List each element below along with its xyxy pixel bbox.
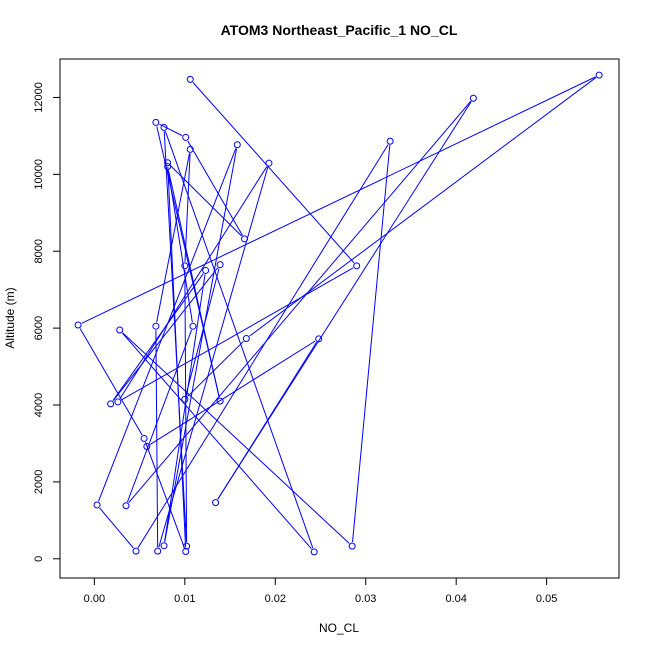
data-point bbox=[348, 542, 356, 550]
data-point bbox=[216, 261, 224, 269]
data-point bbox=[233, 141, 241, 149]
data-point bbox=[386, 137, 394, 145]
series-segment bbox=[167, 166, 187, 548]
data-point bbox=[164, 159, 172, 167]
y-tick-label: 0 bbox=[33, 556, 45, 562]
x-tick-label: 0.03 bbox=[355, 593, 376, 605]
series-segment bbox=[137, 144, 389, 548]
data-point bbox=[186, 75, 194, 83]
x-tick-label: 0.05 bbox=[536, 593, 557, 605]
data-point bbox=[114, 398, 122, 406]
y-tick-label: 2000 bbox=[33, 470, 45, 494]
data-point bbox=[143, 443, 151, 451]
series-segment bbox=[126, 329, 193, 503]
x-tick-label: 0.04 bbox=[445, 593, 466, 605]
data-point bbox=[122, 502, 130, 510]
series-segment bbox=[156, 153, 190, 323]
y-axis-label: Altitude (m) bbox=[3, 287, 17, 348]
series-segment bbox=[164, 274, 206, 542]
data-point bbox=[353, 262, 361, 270]
series-segment bbox=[168, 170, 220, 398]
data-point bbox=[181, 262, 189, 270]
data-point bbox=[241, 235, 249, 243]
series-segment bbox=[155, 330, 159, 548]
data-point bbox=[183, 542, 191, 550]
data-point bbox=[160, 542, 168, 550]
series-layer bbox=[74, 71, 603, 556]
chart-title: ATOM3 Northeast_Pacific_1 NO_CL bbox=[221, 22, 458, 38]
data-point bbox=[164, 163, 172, 171]
series-segment bbox=[170, 165, 243, 237]
data-point bbox=[181, 395, 189, 403]
y-tick-label: 6000 bbox=[33, 316, 45, 340]
series-segment bbox=[149, 340, 316, 445]
data-point bbox=[107, 400, 115, 408]
data-point bbox=[93, 501, 101, 509]
series-segment bbox=[99, 507, 134, 549]
series-segment bbox=[158, 166, 269, 548]
y-tick-label: 12000 bbox=[33, 82, 45, 113]
data-point bbox=[202, 266, 210, 274]
series-segment bbox=[167, 170, 193, 323]
series-segment bbox=[145, 442, 185, 548]
series-segment bbox=[121, 332, 312, 550]
data-point bbox=[74, 321, 82, 329]
data-point bbox=[160, 123, 168, 131]
data-point bbox=[189, 322, 197, 330]
data-point bbox=[216, 397, 224, 405]
x-axis-label: NO_CL bbox=[319, 621, 359, 635]
series-segment bbox=[187, 140, 243, 236]
series-segment bbox=[185, 268, 220, 396]
x-tick-label: 0.02 bbox=[265, 593, 286, 605]
data-point bbox=[182, 547, 190, 555]
data-point bbox=[154, 547, 162, 555]
series-segment bbox=[217, 341, 317, 500]
data-point bbox=[152, 322, 160, 330]
data-point bbox=[265, 159, 273, 167]
data-point bbox=[182, 133, 190, 141]
series-segment bbox=[352, 145, 391, 543]
data-point bbox=[595, 71, 603, 79]
series-segment bbox=[192, 82, 355, 264]
series-segment bbox=[164, 148, 238, 542]
data-point bbox=[310, 548, 318, 556]
data-point bbox=[140, 434, 148, 442]
series-segment bbox=[112, 267, 219, 402]
data-point bbox=[132, 547, 140, 555]
data-point bbox=[242, 334, 250, 342]
x-tick-label: 0.00 bbox=[84, 593, 105, 605]
y-tick-label: 4000 bbox=[33, 393, 45, 417]
data-point bbox=[469, 94, 477, 102]
y-tick-label: 10000 bbox=[33, 159, 45, 190]
plot-frame bbox=[59, 58, 620, 579]
series-segment bbox=[164, 131, 314, 549]
series-segment bbox=[122, 332, 350, 544]
series-segment bbox=[249, 77, 597, 337]
data-point bbox=[315, 335, 323, 343]
data-point bbox=[212, 499, 220, 507]
data-point bbox=[152, 118, 160, 126]
series-segment bbox=[187, 340, 244, 397]
x-tick-label: 0.01 bbox=[174, 593, 195, 605]
series-segment bbox=[79, 328, 143, 436]
x-axis: 0.00 0.01 0.02 0.03 0.04 0.05 bbox=[84, 577, 557, 605]
series-segment bbox=[184, 153, 191, 262]
y-axis: 0 2000 4000 6000 8000 10000 12000 bbox=[33, 82, 61, 562]
series-segment bbox=[159, 123, 183, 137]
series-segment bbox=[128, 100, 472, 504]
y-tick-label: 8000 bbox=[33, 239, 45, 263]
series-segment bbox=[81, 76, 596, 324]
data-point bbox=[116, 326, 124, 334]
data-point bbox=[186, 145, 194, 153]
